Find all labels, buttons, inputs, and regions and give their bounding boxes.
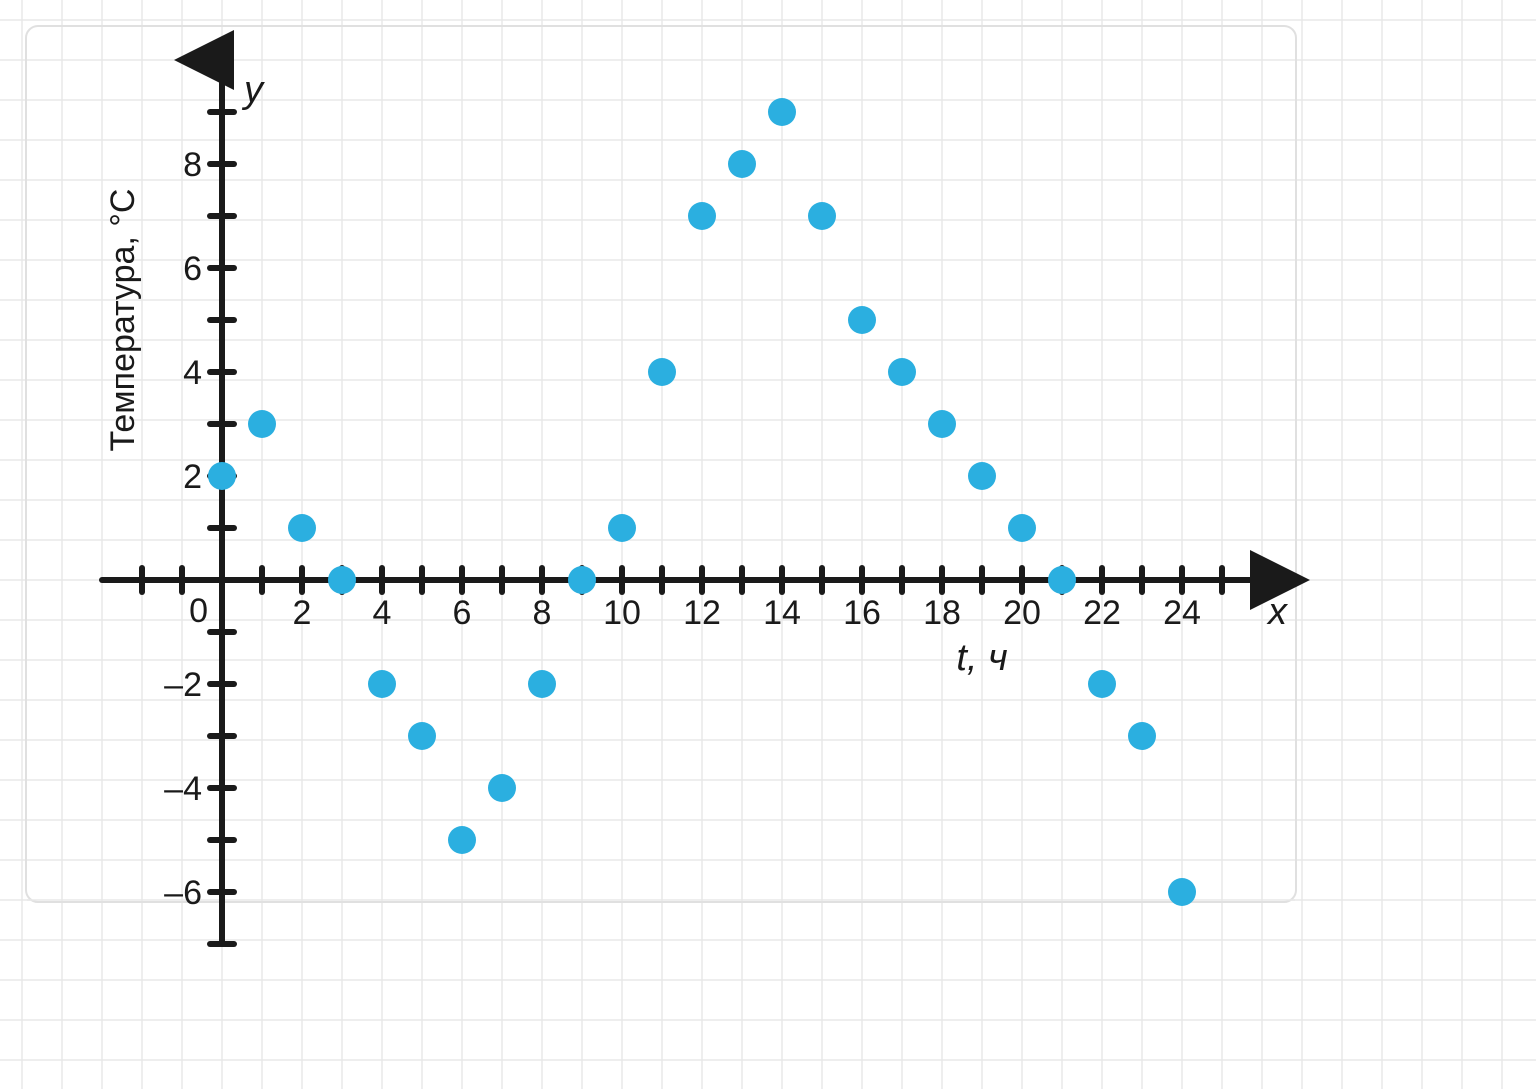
data-point: [848, 306, 876, 334]
data-point: [1048, 566, 1076, 594]
y-tick-label: 8: [183, 146, 202, 184]
data-point: [688, 202, 716, 230]
y-tick-label: 4: [183, 354, 202, 392]
data-point: [1128, 722, 1156, 750]
data-point: [808, 202, 836, 230]
data-point: [488, 774, 516, 802]
x-tick-label: 2: [293, 594, 312, 632]
temperature-scatter-chart: 0246810121416182022242468–2–4–6xt, чyТем…: [0, 0, 1536, 1089]
x-tick-label: 12: [683, 594, 721, 632]
x-tick-label: 22: [1083, 594, 1121, 632]
x-tick-label: 10: [603, 594, 641, 632]
data-point: [968, 462, 996, 490]
x-tick-label: 6: [453, 594, 472, 632]
y-tick-label: –2: [164, 666, 202, 704]
x-tick-label: 14: [763, 594, 801, 632]
y-tick-label: 6: [183, 250, 202, 288]
x-axis-second-label: t, ч: [956, 637, 1007, 679]
data-point: [288, 514, 316, 542]
data-point: [768, 98, 796, 126]
data-point: [368, 670, 396, 698]
x-tick-label: 18: [923, 594, 961, 632]
data-point: [1088, 670, 1116, 698]
data-point: [1008, 514, 1036, 542]
data-point: [408, 722, 436, 750]
y-axis-side-label: Температура, °С: [104, 189, 142, 452]
x-tick-label: 0: [189, 592, 208, 630]
data-point: [528, 670, 556, 698]
data-point: [608, 514, 636, 542]
y-tick-label: –6: [164, 874, 202, 912]
data-point: [1168, 878, 1196, 906]
y-tick-label: 2: [183, 458, 202, 496]
x-tick-label: 20: [1003, 594, 1041, 632]
y-tick-label: –4: [164, 770, 202, 808]
data-point: [648, 358, 676, 386]
data-point: [248, 410, 276, 438]
x-tick-label: 16: [843, 594, 881, 632]
data-point: [928, 410, 956, 438]
x-axis-label: x: [1266, 591, 1289, 633]
data-point: [568, 566, 596, 594]
x-tick-label: 8: [533, 594, 552, 632]
data-point: [328, 566, 356, 594]
data-point: [448, 826, 476, 854]
y-axis-label: y: [241, 69, 265, 111]
data-point: [888, 358, 916, 386]
x-tick-label: 24: [1163, 594, 1201, 632]
data-point: [208, 462, 236, 490]
x-tick-label: 4: [373, 594, 392, 632]
data-point: [728, 150, 756, 178]
